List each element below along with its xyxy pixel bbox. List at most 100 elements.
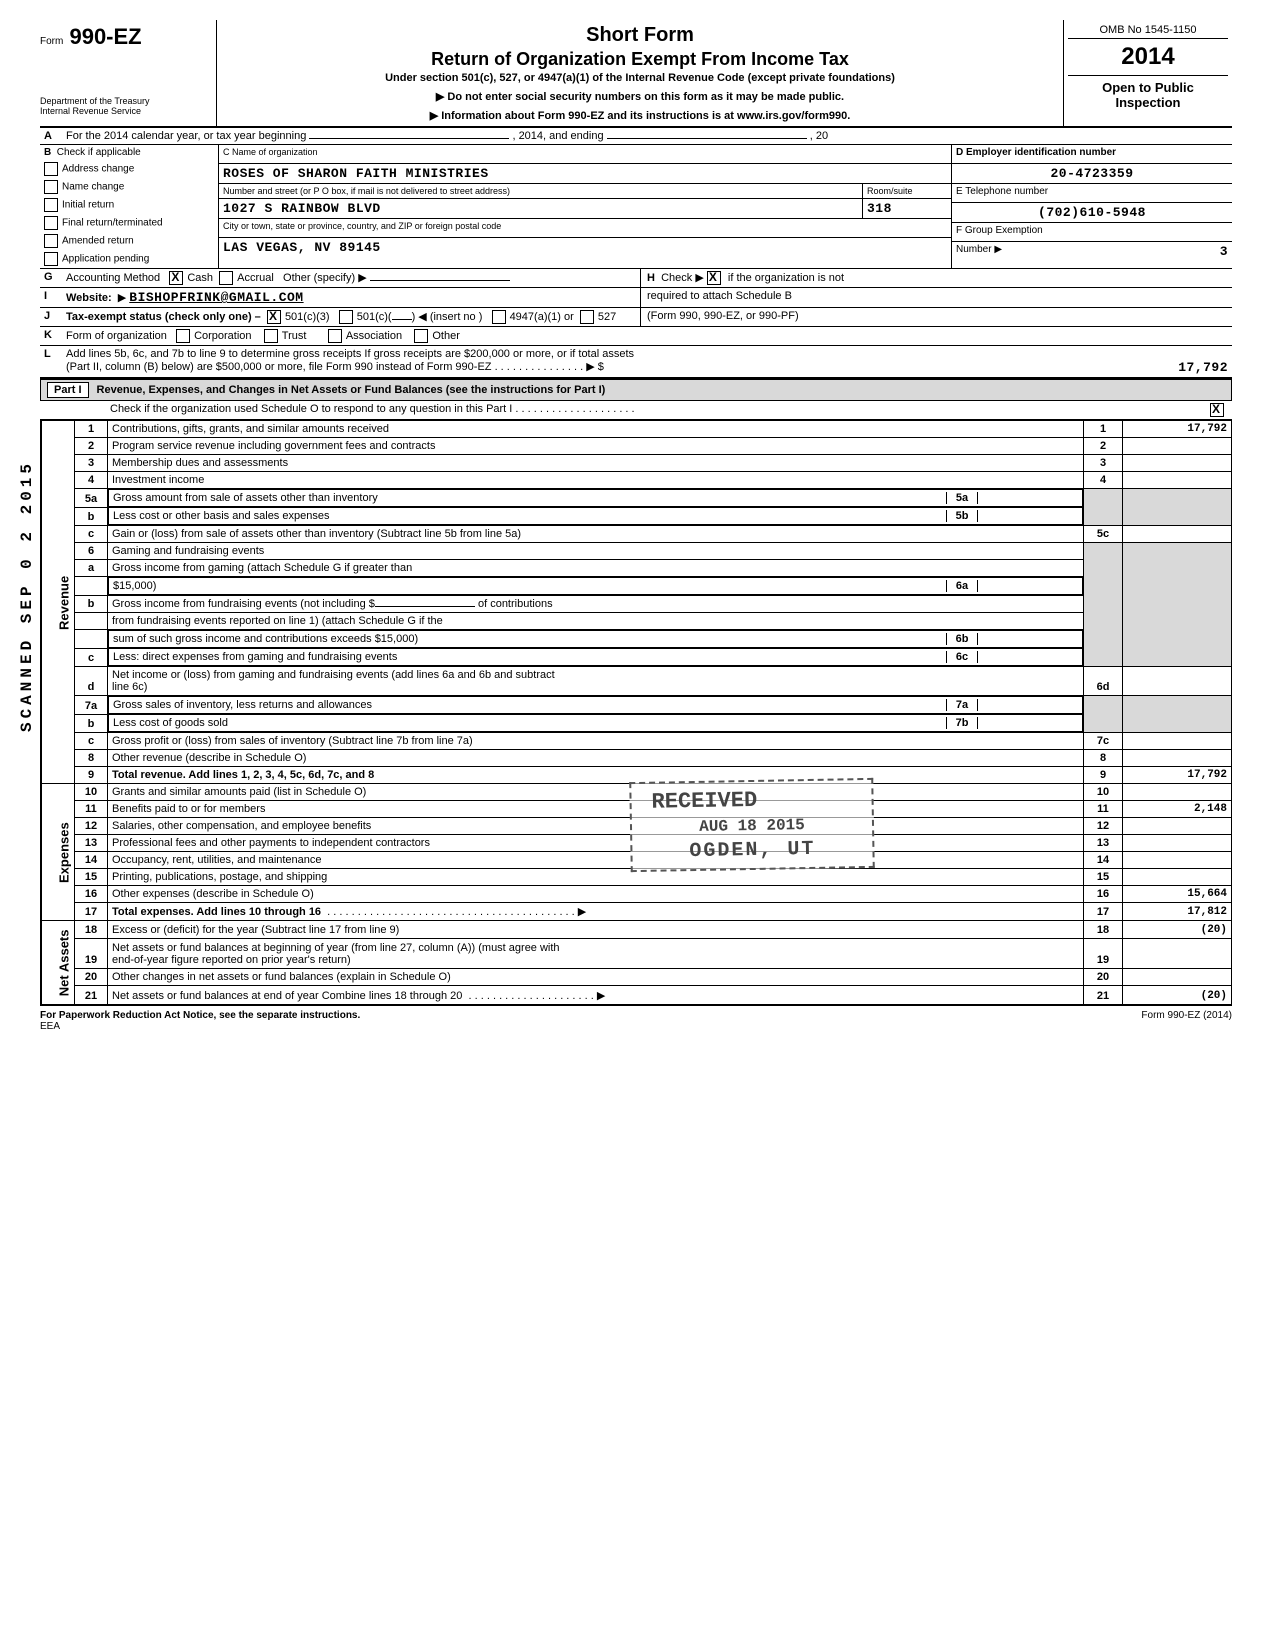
sidelabel-revenue: Revenue <box>41 421 75 784</box>
form-number: Form 990-EZ <box>40 24 210 50</box>
label-cash: Cash <box>187 272 213 284</box>
checkbox-initial-return[interactable] <box>44 198 58 212</box>
room-suite: 318 <box>863 199 951 218</box>
line-j: J Tax-exempt status (check only one) – 5… <box>40 308 1232 327</box>
checkbox-4947[interactable] <box>492 310 506 324</box>
line-1-text: Contributions, gifts, grants, and simila… <box>108 421 1084 438</box>
line-a-text-3: , 20 <box>810 130 828 142</box>
line-6-text: Gaming and fundraising events <box>108 543 1084 560</box>
footer-eea: EEA <box>40 1021 60 1032</box>
checkbox-trust[interactable] <box>264 329 278 343</box>
checkbox-accrual[interactable] <box>219 271 233 285</box>
label-h-text: if the organization is not <box>728 272 844 284</box>
other-method-input[interactable] <box>370 280 510 281</box>
501c-number-input[interactable] <box>392 319 412 320</box>
label-form-org: Form of organization <box>66 330 167 342</box>
label-application-pending: Application pending <box>62 254 149 265</box>
line-2-value <box>1123 438 1232 455</box>
line-7c-value <box>1123 733 1232 750</box>
line-19-text2: end-of-year figure reported on prior yea… <box>112 954 351 966</box>
line-18-value: (20) <box>1123 921 1232 939</box>
line-19-value <box>1123 938 1232 968</box>
label-initial-return: Initial return <box>62 200 114 211</box>
line-k: K Form of organization Corporation Trust… <box>40 327 1232 346</box>
line-16-value: 15,664 <box>1123 886 1232 903</box>
checkbox-application-pending[interactable] <box>44 252 58 266</box>
label-city: City or town, state or province, country… <box>219 219 951 238</box>
label-other-org: Other <box>432 330 460 342</box>
line-14-value <box>1123 852 1232 869</box>
checkbox-final-return[interactable] <box>44 216 58 230</box>
checkbox-name-change[interactable] <box>44 180 58 194</box>
stamp-date: AUG 18 2015 <box>652 815 852 836</box>
open-public-2: Inspection <box>1068 95 1228 110</box>
line-6a-text2: $15,000) <box>113 580 946 592</box>
line-8-value <box>1123 750 1232 767</box>
part-1-title: Revenue, Expenses, and Changes in Net As… <box>97 384 606 396</box>
checkbox-501c3[interactable] <box>267 310 281 324</box>
label-trust: Trust <box>282 330 307 342</box>
label-name-change: Name change <box>62 182 124 193</box>
tax-year-begin-input[interactable] <box>309 138 509 139</box>
dept-treasury: Department of the Treasury <box>40 96 210 106</box>
form-prefix: Form <box>40 36 63 47</box>
line-12-text: Salaries, other compensation, and employ… <box>108 818 1084 835</box>
label-group-number: Number ▶ <box>956 244 1002 259</box>
label-501c: 501(c)( <box>357 311 392 323</box>
line-17-value: 17,812 <box>1123 903 1232 921</box>
part-1-header: Part I Revenue, Expenses, and Changes in… <box>40 379 1232 401</box>
label-4947: 4947(a)(1) or <box>510 311 574 323</box>
tax-year: 2014 <box>1068 39 1228 76</box>
line-13-text: Professional fees and other payments to … <box>108 835 1084 852</box>
line-15-text: Printing, publications, postage, and shi… <box>108 869 1084 886</box>
label-amended-return: Amended return <box>62 236 134 247</box>
label-h-check: Check ▶ <box>661 272 704 284</box>
part-1-label: Part I <box>47 382 89 398</box>
line-7b-text: Less cost of goods sold <box>113 717 946 729</box>
6b-amount-input[interactable] <box>375 606 475 607</box>
label-h-text3: (Form 990, 990-EZ, or 990-PF) <box>640 308 1232 326</box>
line-21-text: Net assets or fund balances at end of ye… <box>112 990 462 1002</box>
line-5c-value <box>1123 526 1232 543</box>
checkbox-address-change[interactable] <box>44 162 58 176</box>
footer-paperwork: For Paperwork Reduction Act Notice, see … <box>40 1010 360 1021</box>
checkbox-association[interactable] <box>328 329 342 343</box>
label-final-return: Final return/terminated <box>62 218 163 229</box>
checkbox-amended-return[interactable] <box>44 234 58 248</box>
checkbox-cash[interactable] <box>169 271 183 285</box>
line-4-value <box>1123 472 1232 489</box>
line-12-value <box>1123 818 1232 835</box>
line-6d-text2: line 6c) <box>112 681 147 693</box>
label-association: Association <box>346 330 402 342</box>
line-11-text: Benefits paid to or for members <box>108 801 1084 818</box>
line-5c-text: Gain or (loss) from sale of assets other… <box>108 526 1084 543</box>
label-address-change: Address change <box>62 164 134 175</box>
checkbox-other-org[interactable] <box>414 329 428 343</box>
stamp-received-text: RECEIVED <box>651 788 757 815</box>
checkbox-corporation[interactable] <box>176 329 190 343</box>
line-5b-text: Less cost or other basis and sales expen… <box>113 510 946 522</box>
line-17-text: Total expenses. Add lines 10 through 16 <box>112 906 321 918</box>
footer: For Paperwork Reduction Act Notice, see … <box>40 1010 1232 1032</box>
line-7c-text: Gross profit or (loss) from sales of inv… <box>108 733 1084 750</box>
website-value: BISHOPFRINK@GMAIL.COM <box>129 290 303 305</box>
checkbox-527[interactable] <box>580 310 594 324</box>
open-public-1: Open to Public <box>1068 80 1228 95</box>
gross-receipts-value: 17,792 <box>1108 360 1228 375</box>
line-l: L Add lines 5b, 6c, and 7b to line 9 to … <box>40 346 1232 379</box>
checkbox-schedule-b[interactable] <box>707 271 721 285</box>
label-accounting: Accounting Method <box>66 272 160 284</box>
line-6d-text: Net income or (loss) from gaming and fun… <box>112 669 555 681</box>
lines-table: Revenue 1Contributions, gifts, grants, a… <box>40 420 1232 1006</box>
section-def: D Employer identification number 20-4723… <box>951 145 1232 268</box>
tax-year-end-input[interactable] <box>607 138 807 139</box>
stamp-location: OGDEN, UT <box>652 837 852 863</box>
checkbox-schedule-o[interactable] <box>1210 403 1224 417</box>
line-5a-text: Gross amount from sale of assets other t… <box>113 492 946 504</box>
label-other-method: Other (specify) ▶ <box>283 272 367 284</box>
line-3-text: Membership dues and assessments <box>108 455 1084 472</box>
section-b: B Check if applicable Address change Nam… <box>40 145 219 268</box>
checkbox-501c[interactable] <box>339 310 353 324</box>
line-16-text: Other expenses (describe in Schedule O) <box>108 886 1084 903</box>
line-a: A For the 2014 calendar year, or tax yea… <box>40 128 1232 145</box>
